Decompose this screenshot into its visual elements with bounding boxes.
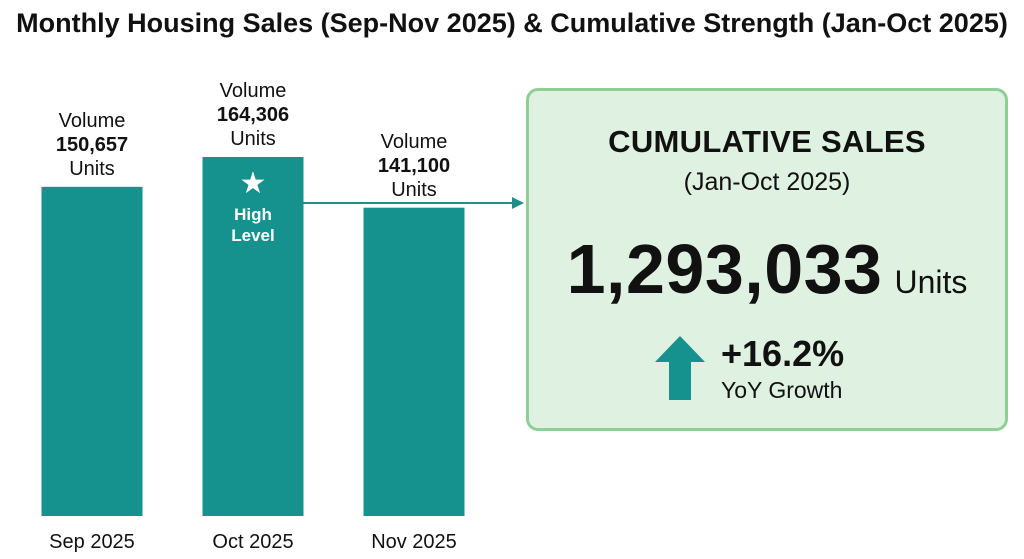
bar-label-unit: Units [230, 128, 276, 150]
cumulative-sales-panel: CUMULATIVE SALES (Jan-Oct 2025) 1,293,03… [526, 88, 1008, 431]
growth-percent: +16.2% [721, 333, 845, 374]
badge-line-2: Level [231, 226, 275, 245]
bar-data-label: Volume 141,100 Units [349, 130, 479, 202]
high-level-badge: ★ High Level [203, 168, 303, 246]
bar-label-unit: Units [69, 157, 115, 180]
bar-label-value: 164,306 [216, 104, 290, 126]
growth-label: YoY Growth [721, 377, 843, 403]
cumulative-unit: Units [894, 264, 968, 300]
x-tick-label: Sep 2025 [49, 531, 135, 553]
cumulative-value: 1,293,033 [566, 230, 883, 308]
cumulative-period: (Jan-Oct 2025) [683, 168, 851, 196]
bar-nov-2025 [363, 207, 465, 516]
up-arrow-icon [655, 336, 705, 400]
bar-label-unit: Units [391, 178, 437, 201]
bar-data-label: Volume 164,306 Units [188, 79, 318, 151]
star-icon: ★ [239, 167, 267, 200]
connector-arrow [303, 197, 524, 209]
bar-label-caption: Volume [219, 80, 287, 102]
x-tick-label: Oct 2025 [212, 531, 294, 553]
x-tick-label: Nov 2025 [371, 531, 457, 553]
bar-label-value: 141,100 [377, 154, 451, 177]
bar-label-caption: Volume [380, 130, 448, 153]
bar-label-caption: Volume [58, 109, 126, 132]
bar-sep-2025 [41, 186, 143, 516]
page-title: Monthly Housing Sales (Sep-Nov 2025) & C… [16, 8, 1008, 38]
cumulative-value-row: 1,293,033 Units [529, 229, 1005, 329]
bar-oct-2025 [202, 157, 304, 516]
bar-data-label: Volume 150,657 Units [27, 109, 157, 181]
badge-line-1: High [234, 205, 272, 224]
cumulative-heading: CUMULATIVE SALES [608, 124, 926, 159]
bar-label-value: 150,657 [55, 133, 129, 156]
